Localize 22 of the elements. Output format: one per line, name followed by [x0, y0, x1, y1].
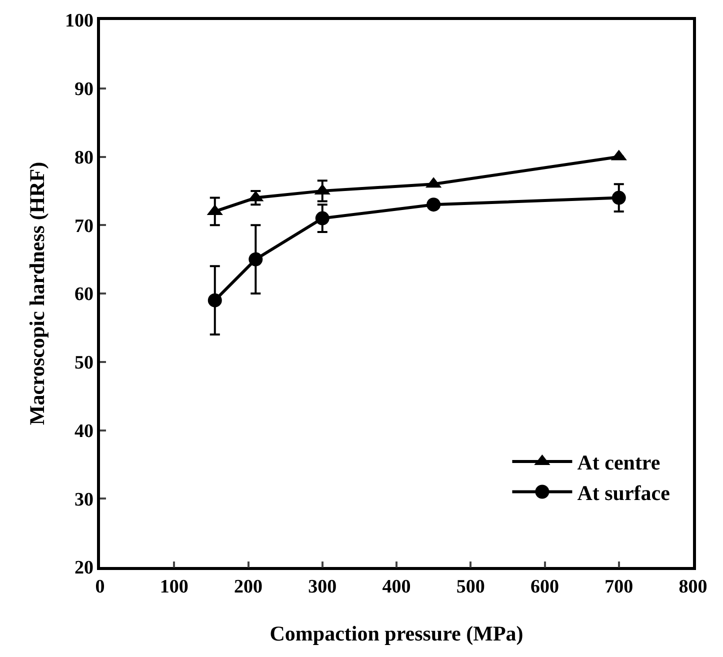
x-tick-label: 400 [382, 576, 411, 598]
x-tick-label: 800 [678, 576, 708, 598]
y-tick-label: 70 [74, 216, 94, 237]
x-tick-label: 100 [160, 576, 188, 598]
x-tick-label: 700 [604, 576, 634, 598]
y-tick-label: 90 [74, 79, 94, 100]
y-tick-label: 20 [74, 558, 94, 579]
y-tick-label: 40 [74, 420, 94, 442]
x-tick-label: 0 [95, 576, 105, 598]
x-tick-label: 500 [456, 576, 485, 598]
x-tick-label: 600 [530, 576, 559, 598]
x-tick-label: 300 [308, 576, 337, 598]
y-tick-label: 60 [74, 284, 94, 306]
x-axis-title: Compaction pressure (MPa) [270, 622, 524, 646]
legend-label: At centre [577, 450, 660, 475]
x-tick-label: 200 [234, 576, 262, 598]
y-tick-label: 100 [64, 10, 94, 32]
legend-label: At surface [577, 480, 670, 505]
y-tick-label: 50 [74, 352, 94, 374]
y-axis-title: Macroscopic hardness (HRF) [25, 162, 50, 426]
y-tick-label: 80 [74, 147, 94, 168]
y-tick-label: 30 [74, 489, 94, 510]
